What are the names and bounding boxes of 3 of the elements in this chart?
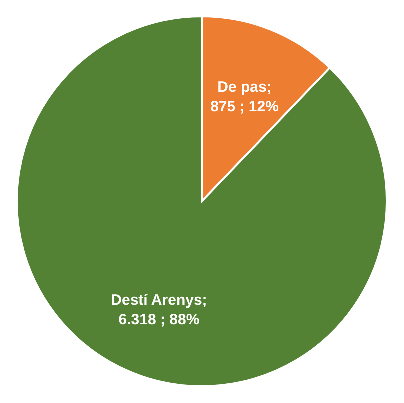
pie-slice	[16, 16, 388, 388]
slice-label: De pas; 875 ; 12%	[210, 79, 279, 116]
slice-label: Destí Arenys; 6.318 ; 88%	[111, 292, 208, 328]
